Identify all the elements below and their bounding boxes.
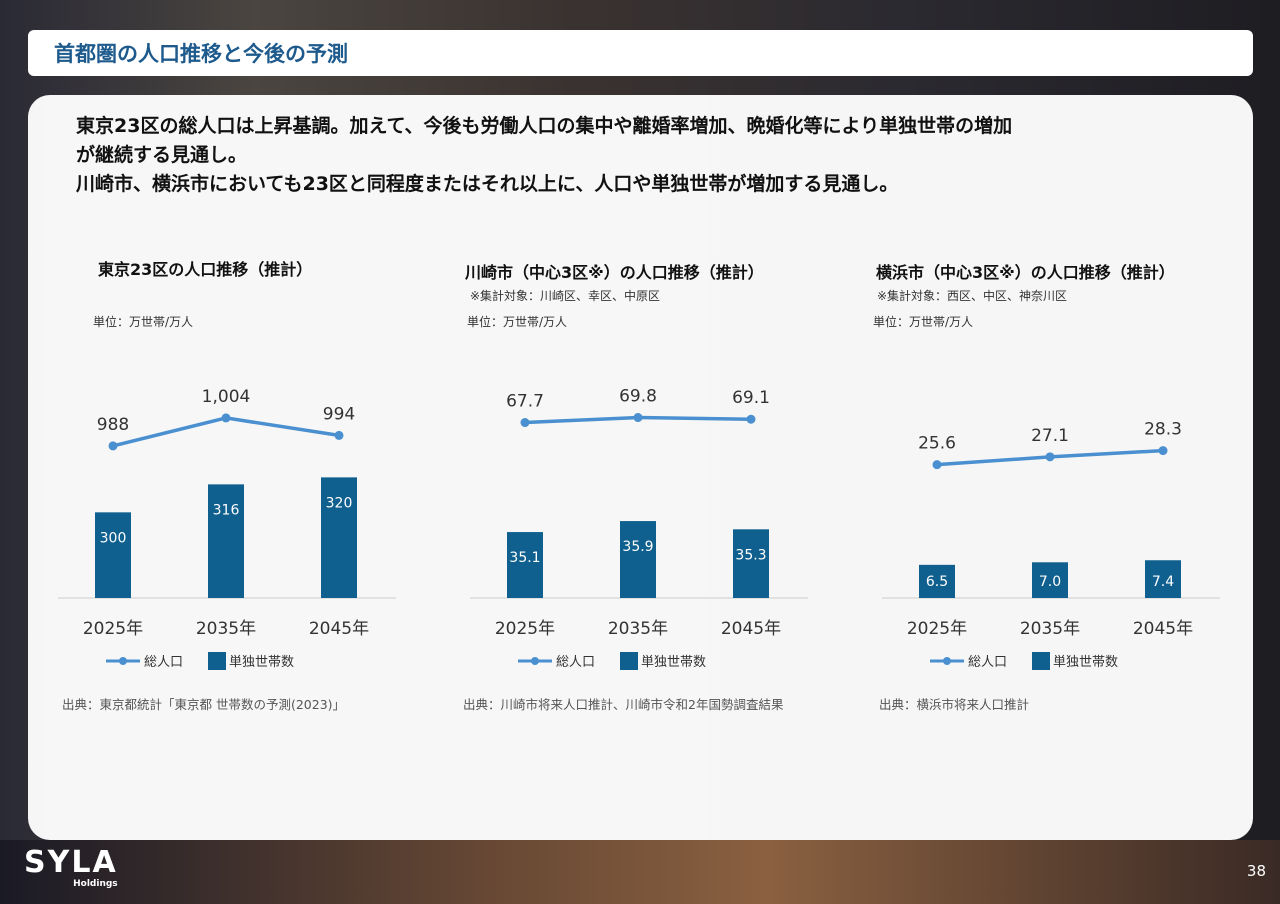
line-value-label: 25.6 [918, 434, 956, 454]
chart-kawasaki: 35.1 35.9 35.3 67.7 69.8 69.1 2025年 2035年 2045年総… [470, 387, 808, 670]
unit-label: 単位：万世帯/万人 [93, 315, 194, 329]
line-value-label: 69.8 [619, 387, 657, 407]
x-tick-label: 2025年 [495, 619, 555, 639]
line-point [746, 414, 756, 424]
bar [95, 512, 131, 598]
chart-note: ※集計対象：川崎区、幸区、中原区 [470, 289, 661, 303]
line-value-label: 69.1 [732, 388, 770, 408]
line-value-label: 1,004 [202, 387, 251, 407]
line-point [221, 413, 231, 423]
legend-bar-swatch [1032, 652, 1050, 670]
bar [620, 521, 656, 598]
legend-label: 単独世帯数 [229, 654, 294, 670]
line-point [1045, 452, 1055, 462]
source-text: 出典：横浜市将来人口推計 [879, 697, 1030, 712]
unit-label: 単位：万世帯/万人 [873, 315, 974, 329]
legend-label: 単独世帯数 [1053, 654, 1118, 670]
line-value-label: 27.1 [1031, 426, 1069, 446]
lead-text: 東京23区の総人口は上昇基調。加えて、今後も労働人口の集中や離婚率増加、晩婚化等… [76, 112, 1012, 199]
page-title: 首都圏の人口推移と今後の予測 [28, 30, 1253, 76]
bar-value-label: 7.0 [1039, 574, 1061, 590]
x-tick-label: 2045年 [309, 619, 369, 639]
bar-value-label: 35.1 [509, 550, 540, 566]
legend-line-marker [943, 657, 951, 665]
syla-logo: SYLA Holdings [24, 845, 118, 890]
legend-bar-swatch [208, 652, 226, 670]
x-tick-label: 2035年 [1020, 619, 1080, 639]
logo-name: SYLA [24, 845, 118, 880]
bar-value-label: 6.5 [926, 574, 948, 590]
x-tick-label: 2025年 [907, 619, 967, 639]
chart-note: ※集計対象：西区、中区、神奈川区 [877, 289, 1068, 303]
legend-line-marker [531, 657, 539, 665]
line-value-label: 67.7 [506, 392, 544, 412]
lead-line: 東京23区の総人口は上昇基調。加えて、今後も労働人口の集中や離婚率増加、晩婚化等… [76, 115, 1013, 137]
bar [208, 484, 244, 598]
x-tick-label: 2045年 [1133, 619, 1193, 639]
logo-sub: Holdings [73, 879, 118, 889]
unit-label: 単位：万世帯/万人 [467, 315, 568, 329]
lead-line: 川崎市、横浜市においても23区と同程度またはそれ以上に、人口や単独世帯が増加する… [76, 173, 899, 195]
bar [1145, 560, 1181, 598]
line-point [932, 460, 942, 470]
bar [733, 529, 769, 598]
x-tick-label: 2045年 [721, 619, 781, 639]
chart-title-yokohama: 横浜市（中心3区※）の人口推移（推計） [876, 263, 1175, 282]
bar-value-label: 35.9 [622, 539, 653, 555]
legend-bar-swatch [620, 652, 638, 670]
line-value-label: 988 [97, 415, 129, 435]
line-point [520, 418, 530, 428]
bar-value-label: 35.3 [735, 547, 766, 563]
bar-value-label: 320 [326, 495, 353, 511]
x-tick-label: 2035年 [196, 619, 256, 639]
bar [507, 532, 543, 598]
bar [321, 477, 357, 598]
line-point [108, 441, 118, 451]
lead-line: が継続する見通し。 [76, 144, 248, 166]
x-tick-label: 2025年 [83, 619, 143, 639]
line-point [1158, 446, 1168, 456]
bar-value-label: 316 [213, 502, 240, 518]
source-text: 出典：川崎市将来人口推計、川崎市令和2年国勢調査結果 [463, 697, 784, 712]
source-text: 出典：東京都統計「東京都 世帯数の予測(2023)」 [62, 697, 346, 712]
legend-label: 総人口 [968, 655, 1007, 670]
line-point [334, 430, 344, 440]
chart-title-tokyo: 東京23区の人口推移（推計） [98, 260, 313, 279]
bar-value-label: 300 [100, 530, 127, 546]
legend-label: 総人口 [556, 655, 595, 670]
line-point [633, 413, 643, 423]
x-tick-label: 2035年 [608, 619, 668, 639]
bar [1032, 562, 1068, 598]
bar-value-label: 7.4 [1152, 574, 1174, 590]
legend-label: 総人口 [144, 655, 183, 670]
page-number: 38 [1246, 862, 1266, 880]
bar [919, 564, 955, 598]
line-value-label: 28.3 [1144, 420, 1182, 440]
chart-title-kawasaki: 川崎市（中心3区※）の人口推移（推計） [465, 263, 764, 282]
content-panel [28, 95, 1253, 840]
background-photo [0, 840, 1280, 904]
legend-label: 単独世帯数 [641, 654, 706, 670]
line-value-label: 994 [323, 404, 355, 424]
legend-line-marker [119, 657, 127, 665]
